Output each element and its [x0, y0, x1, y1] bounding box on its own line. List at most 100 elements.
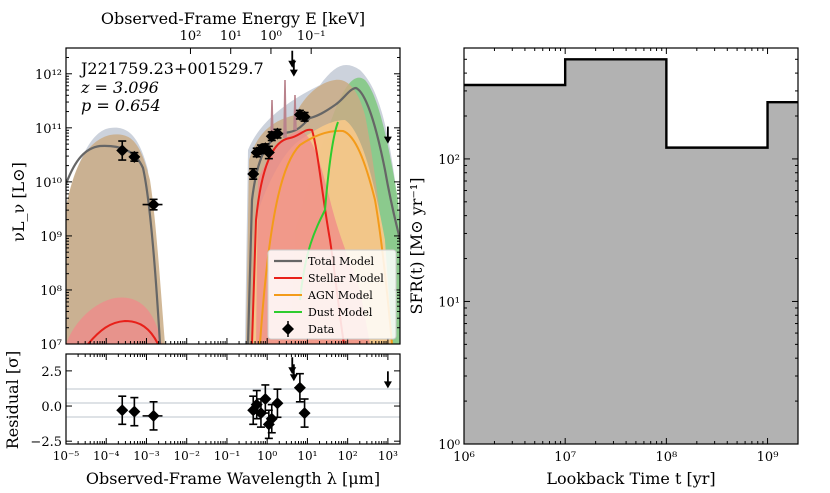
- residual-xtick-label: 10⁻⁵: [53, 449, 80, 463]
- redshift-label: z = 3.096: [80, 78, 159, 97]
- sfh-ytick-label: 10¹: [438, 295, 460, 310]
- sed-data-point: [298, 110, 311, 123]
- sed-ytick-label: 10⁷: [40, 338, 62, 353]
- residual-data-marker: [271, 397, 284, 410]
- sed-top-tick-label: 10⁰: [260, 29, 282, 44]
- total-model-line-xray: [66, 144, 162, 344]
- residual-xtick-label: 10⁻¹: [214, 449, 240, 463]
- residual-data-point: [271, 388, 284, 419]
- sfh-axis-ticks: 10⁶ 10⁷ 10⁸ 10⁹ 10² 10¹ 10⁰: [438, 47, 799, 465]
- stellar-model-line-xray: [87, 319, 159, 344]
- residual-data-marker: [293, 381, 306, 394]
- sed-top-tick-label: 10²: [180, 29, 202, 44]
- sed-data-marker: [247, 167, 260, 180]
- sed-data-point: [128, 150, 141, 163]
- object-name-label: J221759.23+001529.7: [79, 59, 264, 78]
- residual-xtick-label: 10⁻³: [133, 449, 160, 463]
- sfh-xtick-label: 10⁸: [655, 450, 677, 465]
- residual-data-marker: [147, 409, 160, 422]
- residual-upper-limit-arrow: [289, 364, 298, 382]
- residual-panel: 2.5 0.0 −2.510⁻⁵ 10⁻⁴ 10⁻³ 10⁻² 10⁻¹ 10⁰ 10¹ 10² 1…: [3, 351, 401, 488]
- sed-data-points: [116, 50, 392, 211]
- sfh-step-line: [464, 58, 798, 149]
- sed-top-tick-label: 10⁻¹: [297, 29, 326, 44]
- residual-data-points: [116, 357, 392, 440]
- legend-data-marker: [282, 323, 294, 335]
- sfh-ylabel: SFR(t) [M⊙ yr⁻¹]: [407, 177, 426, 314]
- sed-top-tick-label: 10¹: [220, 29, 242, 44]
- sed-data-marker: [116, 144, 129, 157]
- legend-agn-label: AGN Model: [307, 289, 373, 302]
- residual-data-marker: [250, 398, 263, 411]
- sed-data-marker: [271, 127, 284, 140]
- sed-upper-limit-arrow: [289, 59, 298, 77]
- residual-data-point: [259, 384, 272, 414]
- residual-data-marker: [128, 405, 141, 418]
- sed-ytick-label: 10¹⁰: [35, 176, 62, 191]
- sed-top-axis-title: Observed-Frame Energy E [keV]: [101, 9, 365, 28]
- legend-dust-label: Dust Model: [308, 306, 373, 319]
- residual-xtick-label: 10⁻⁴: [93, 449, 120, 463]
- residual-xtick-label: 10²: [338, 449, 358, 463]
- sfh-ytick-label: 10⁰: [438, 438, 460, 453]
- residual-xtick-label: 10³: [378, 449, 398, 463]
- residual-data-marker: [247, 404, 260, 417]
- sed-upper-limit-arrow-head: [289, 69, 298, 77]
- residual-plot-frame: [65, 353, 401, 445]
- sfh-panel: 10⁶ 10⁷ 10⁸ 10⁹ 10² 10¹ 10⁰ Lookback Time t [y…: [407, 47, 799, 488]
- sed-upper-limit-arrow: [288, 50, 297, 68]
- sfh-xtick-label: 10⁷: [554, 450, 576, 465]
- sed-data-marker: [147, 198, 160, 211]
- sfh-area: [464, 59, 798, 444]
- sed-data-point: [116, 140, 129, 161]
- residual-ytick-label: −2.5: [30, 435, 62, 450]
- residual-data-marker: [254, 407, 267, 420]
- residual-xtick-label: 10⁻²: [173, 449, 200, 463]
- residual-data-marker: [259, 393, 272, 405]
- p-value-label: p = 0.654: [81, 96, 161, 115]
- sed-data-point: [262, 145, 275, 160]
- legend-total-label: Total Model: [308, 255, 375, 268]
- residual-upper-limit-arrow-head: [288, 367, 297, 375]
- sfh-xtick-label: 10⁶: [453, 450, 475, 465]
- sed-ytick-label: 10¹²: [35, 68, 62, 83]
- residual-ytick-label: 2.5: [41, 365, 62, 380]
- residual-ylabel: Residual [σ]: [3, 351, 22, 450]
- sed-data-marker: [128, 150, 141, 163]
- residual-ytick-label: 0.0: [41, 400, 62, 415]
- residual-data-point: [142, 401, 163, 431]
- residual-data-point: [116, 395, 129, 426]
- sed-upper-limit-arrow: [383, 126, 392, 144]
- legend-data-label: Data: [308, 323, 335, 336]
- emission-line-spikes: [270, 79, 297, 141]
- sfh-xtick-label: 10⁹: [757, 450, 779, 465]
- sed-data-marker: [298, 110, 311, 123]
- legend-box: [267, 249, 397, 340]
- sed-upper-limit-arrow-head: [383, 136, 392, 144]
- residual-data-marker: [116, 404, 129, 417]
- sed-data-point: [142, 198, 163, 211]
- legend-stellar-label: Stellar Model: [308, 272, 384, 285]
- residual-upper-limit-arrow-head: [383, 381, 392, 389]
- residual-upper-limit-arrow: [288, 357, 297, 375]
- sed-panel: 10¹² 10¹¹ 10¹⁰ 10⁹ 10⁸ 10⁷ 10² 10¹ 10⁰ 10⁻¹ J2217…: [9, 9, 401, 444]
- residual-xtick-label: 10¹: [297, 449, 317, 463]
- residual-upper-limit-arrow-head: [289, 374, 298, 382]
- residual-data-point: [298, 398, 311, 428]
- residual-xlabel: Observed-Frame Wavelength λ [μm]: [86, 469, 380, 488]
- residual-upper-limit-arrow: [383, 371, 392, 389]
- legend: Total Model Stellar Model AGN Model Dust…: [267, 249, 397, 340]
- residual-data-point: [128, 396, 141, 427]
- sed-data-point: [247, 167, 260, 181]
- residual-data-marker: [298, 407, 311, 420]
- sed-ylabel: νL_ν [L⊙]: [9, 162, 28, 242]
- residual-xtick-label: 10⁰: [257, 449, 277, 463]
- sed-ytick-label: 10¹¹: [35, 122, 62, 137]
- sfh-xlabel: Lookback Time t [yr]: [546, 469, 715, 488]
- sed-data-marker: [262, 146, 275, 159]
- residual-data-marker: [265, 412, 278, 425]
- residual-data-point: [293, 372, 306, 403]
- sfh-ytick-label: 10²: [438, 153, 460, 168]
- sed-ytick-label: 10⁹: [40, 230, 62, 245]
